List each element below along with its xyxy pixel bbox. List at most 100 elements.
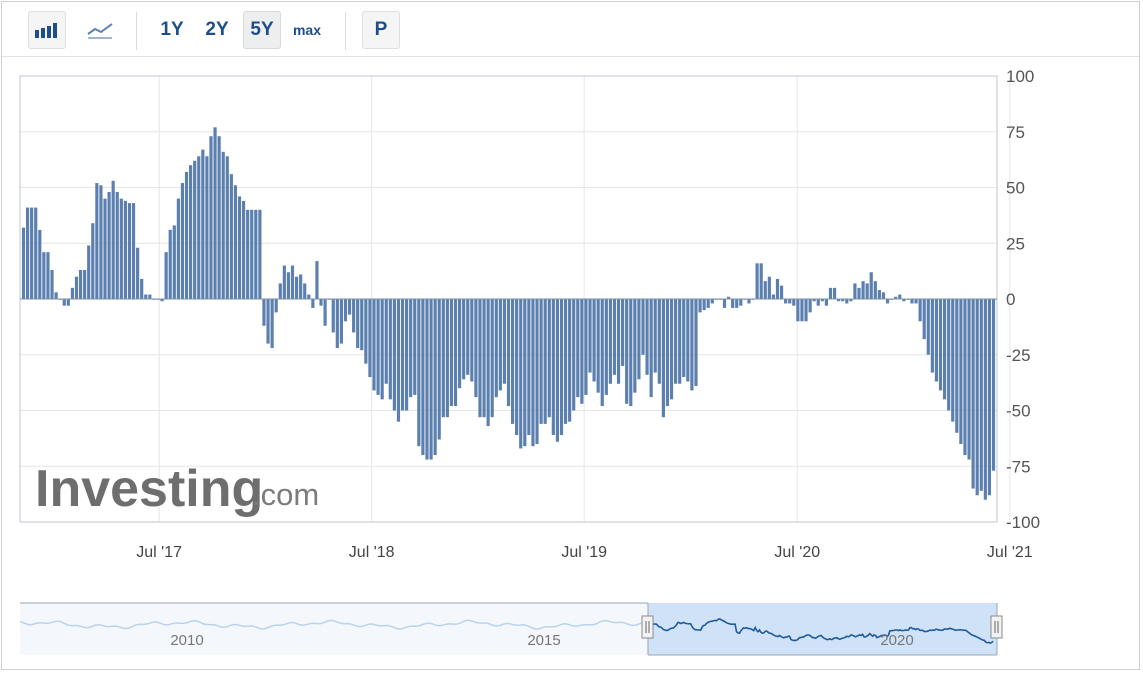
bar xyxy=(323,299,327,326)
bar xyxy=(706,299,710,308)
bar xyxy=(788,299,792,304)
bar xyxy=(405,299,409,411)
bar xyxy=(955,299,959,433)
bar xyxy=(600,299,604,407)
bar xyxy=(449,299,454,407)
bar xyxy=(857,287,861,299)
bar xyxy=(184,171,189,299)
p-button[interactable]: P xyxy=(362,11,400,49)
range-2y-button[interactable]: 2Y xyxy=(205,19,229,40)
bar xyxy=(376,299,380,395)
bar xyxy=(629,299,633,407)
bar xyxy=(808,299,812,313)
bar xyxy=(160,299,164,302)
bar xyxy=(482,299,486,418)
bar xyxy=(201,149,205,299)
bar xyxy=(869,272,873,299)
bar xyxy=(559,299,564,436)
bar xyxy=(131,203,136,299)
bar xyxy=(894,296,898,299)
bar xyxy=(107,191,111,299)
y-tick-label: -50 xyxy=(1006,402,1031,421)
bar xyxy=(612,299,617,375)
bar xyxy=(425,299,429,460)
navigator-history-line xyxy=(19,619,649,630)
bar xyxy=(242,200,246,299)
bar xyxy=(759,263,763,299)
bar xyxy=(388,299,392,400)
toolbar-separator xyxy=(345,12,346,50)
bar xyxy=(380,299,384,400)
bar xyxy=(136,247,140,299)
bar xyxy=(947,299,951,411)
bar xyxy=(515,299,519,436)
investing-watermark: Investing .com xyxy=(35,460,319,518)
bar xyxy=(959,299,963,444)
bar xyxy=(641,299,645,355)
bar xyxy=(625,299,629,404)
bar xyxy=(270,299,274,349)
bar xyxy=(237,196,242,299)
bar xyxy=(111,180,115,299)
bar xyxy=(849,299,853,302)
line-chart-icon[interactable] xyxy=(80,11,120,49)
y-tick-label: 50 xyxy=(1006,179,1025,198)
bar xyxy=(841,299,845,302)
bar xyxy=(21,227,26,299)
bar xyxy=(409,299,413,398)
range-5y-button[interactable]: 5Y xyxy=(243,11,281,49)
watermark-suffix: .com xyxy=(252,477,319,512)
bar xyxy=(209,136,213,299)
x-tick-label: Jul '19 xyxy=(561,544,607,561)
bar xyxy=(649,299,653,398)
bar xyxy=(983,299,987,500)
bar xyxy=(78,270,83,299)
navigator-selection[interactable] xyxy=(648,603,997,655)
handle-right-grip[interactable] xyxy=(990,615,1003,639)
bar xyxy=(596,299,600,393)
navigator-label-2010: 2010 xyxy=(170,632,203,649)
bar xyxy=(930,299,934,373)
bar xyxy=(50,270,54,299)
bar xyxy=(771,294,776,299)
bar xyxy=(621,299,625,366)
bar xyxy=(877,290,881,299)
bar-chart-icon[interactable] xyxy=(28,11,66,49)
bar xyxy=(502,299,507,384)
range-1y-button[interactable]: 1Y xyxy=(160,19,184,40)
bar xyxy=(914,299,918,304)
bar xyxy=(735,299,739,308)
bar xyxy=(368,299,372,378)
bar xyxy=(661,299,665,418)
bar xyxy=(148,294,152,299)
range-max-button[interactable]: max xyxy=(292,22,322,38)
navigator-right-handle[interactable] xyxy=(990,615,1003,639)
bar xyxy=(474,299,478,398)
bar xyxy=(951,299,955,422)
bar xyxy=(445,299,449,418)
bar xyxy=(519,299,523,449)
bar xyxy=(331,299,335,333)
bar xyxy=(979,299,983,491)
bar xyxy=(828,287,833,299)
x-tick-label: Jul '17 xyxy=(136,544,182,561)
bar xyxy=(653,299,657,373)
chart-toolbar: 1Y 2Y 5Y max P xyxy=(2,2,1139,57)
handle-left-grip[interactable] xyxy=(641,615,654,639)
bar xyxy=(441,299,445,418)
bar xyxy=(413,299,417,395)
bar xyxy=(873,281,877,299)
bar xyxy=(205,156,209,299)
bar xyxy=(608,299,612,384)
bar xyxy=(274,299,278,313)
bar xyxy=(490,299,494,418)
bar xyxy=(922,299,926,340)
bar xyxy=(103,198,107,299)
bar xyxy=(816,299,820,306)
bar xyxy=(54,292,58,299)
y-tick-label: 75 xyxy=(1006,123,1025,142)
navigator-left-handle[interactable] xyxy=(641,615,654,639)
bar xyxy=(739,299,743,306)
bar xyxy=(347,299,352,315)
bar xyxy=(710,299,714,304)
